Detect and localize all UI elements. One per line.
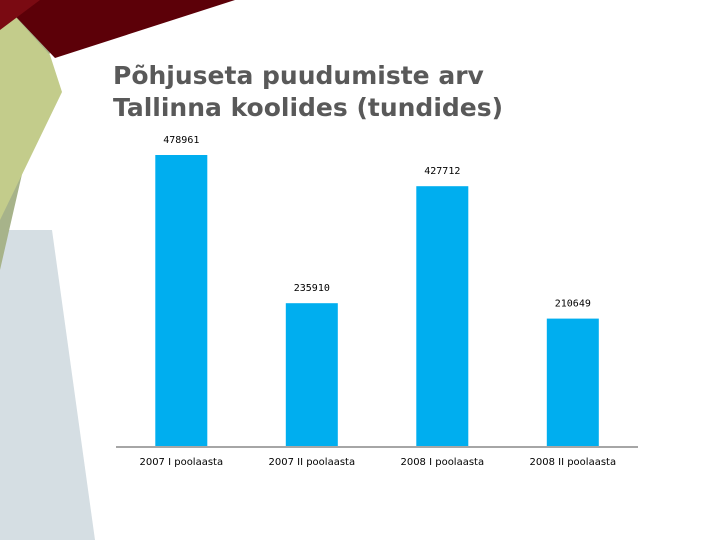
data-label-3: 427712 xyxy=(424,166,460,177)
x-tick-label-3: 2008 I poolaasta xyxy=(400,457,484,468)
chart-title: Põhjuseta puudumiste arv Tallinna koolid… xyxy=(113,60,673,124)
x-tick-label-2: 2007 II poolaasta xyxy=(269,457,356,468)
decor-grey-panel xyxy=(0,230,95,540)
bar-4 xyxy=(546,318,599,447)
data-label-4: 210649 xyxy=(555,299,591,310)
bar-1 xyxy=(155,155,208,447)
bar-3 xyxy=(416,186,469,447)
decor-dark-red-banner xyxy=(0,0,235,58)
chart-title-line-2: Tallinna koolides (tundides) xyxy=(113,93,504,122)
data-label-2: 235910 xyxy=(294,283,330,294)
x-tick-label-1: 2007 I poolaasta xyxy=(139,457,223,468)
x-tick-label-4: 2008 II poolaasta xyxy=(530,457,617,468)
decor-red-wedge xyxy=(0,0,40,30)
data-label-1: 478961 xyxy=(163,135,199,146)
chart-title-line-1: Põhjuseta puudumiste arv xyxy=(113,61,484,90)
decor-olive-triangle xyxy=(0,0,62,220)
bar-2 xyxy=(285,303,338,447)
